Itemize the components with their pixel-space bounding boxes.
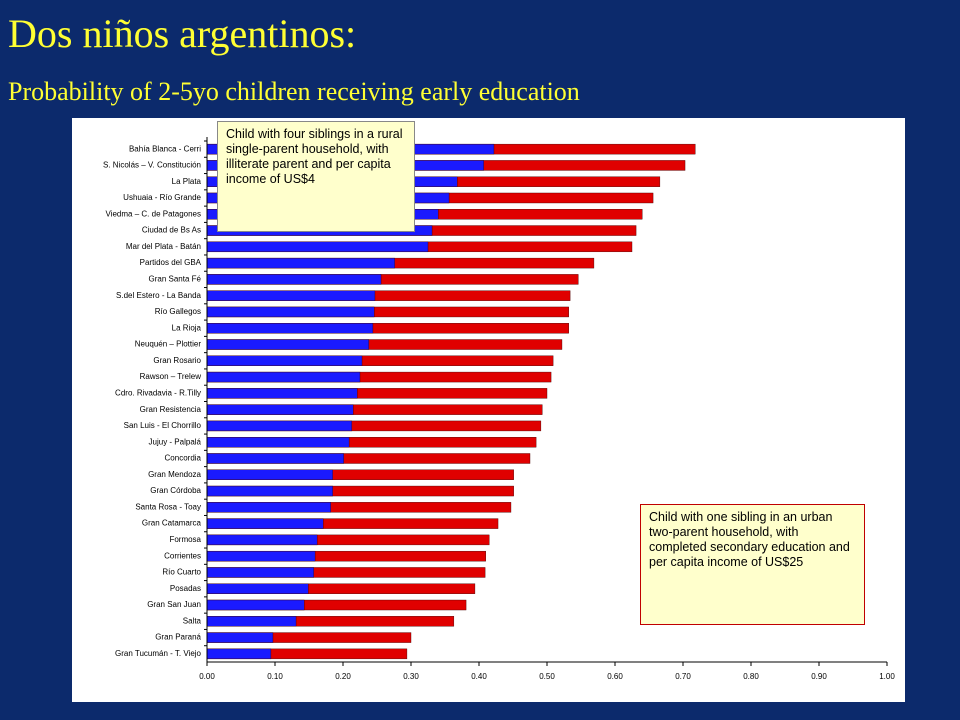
y-tick-label: Rawson – Trelew bbox=[140, 372, 202, 381]
y-tick-label: Corrientes bbox=[164, 551, 201, 560]
y-tick-label: Río Cuarto bbox=[162, 568, 201, 577]
y-tick-label: Bahía Blanca - Cerri bbox=[129, 144, 201, 153]
y-tick-label: Partidos del GBA bbox=[140, 258, 202, 267]
y-tick-label: Gran Paraná bbox=[155, 633, 201, 642]
bar bbox=[206, 241, 429, 253]
y-tick-label: Concordia bbox=[165, 454, 202, 463]
y-tick-label: Ciudad de Bs As bbox=[142, 226, 201, 235]
y-tick-label: La Rioja bbox=[172, 323, 202, 332]
bar bbox=[206, 599, 305, 611]
y-tick-label: Salta bbox=[183, 616, 202, 625]
bar bbox=[206, 274, 382, 285]
bar bbox=[206, 583, 309, 594]
y-tick-label: S.del Estero - La Banda bbox=[116, 291, 201, 300]
y-tick-label: Posadas bbox=[170, 584, 201, 593]
bar bbox=[206, 257, 395, 269]
x-tick-label: 0.80 bbox=[743, 672, 759, 681]
bar bbox=[206, 453, 344, 464]
x-tick-label: 0.60 bbox=[607, 672, 623, 681]
bar bbox=[206, 371, 361, 383]
bar bbox=[206, 388, 358, 399]
y-tick-label: Gran San Juan bbox=[147, 600, 201, 609]
y-tick-label: Gran Rosario bbox=[153, 356, 201, 365]
bar bbox=[206, 567, 314, 578]
x-tick-label: 0.40 bbox=[471, 672, 487, 681]
y-tick-label: Cdro. Rivadavia - R.Tilly bbox=[115, 388, 201, 397]
bar bbox=[206, 550, 316, 562]
y-tick-label: Formosa bbox=[169, 535, 201, 544]
bar bbox=[206, 404, 354, 415]
y-tick-label: Santa Rosa - Toay bbox=[135, 502, 201, 511]
y-tick-label: Gran Tucumán - T. Viejo bbox=[115, 649, 202, 658]
y-tick-label: Gran Resistencia bbox=[140, 405, 202, 414]
chart-subtitle: Probability of 2-5yo children receiving … bbox=[8, 77, 580, 106]
x-tick-label: 0.20 bbox=[335, 672, 351, 681]
x-tick-label: 0.00 bbox=[199, 672, 215, 681]
x-tick-label: 0.70 bbox=[675, 672, 691, 681]
y-tick-label: Gran Santa Fé bbox=[149, 275, 202, 284]
bar bbox=[206, 290, 376, 301]
bar bbox=[206, 306, 375, 318]
y-tick-label: Ushuaia - Río Grande bbox=[123, 193, 201, 202]
y-tick-label: Mar del Plata - Batán bbox=[126, 242, 201, 251]
x-tick-label: 0.30 bbox=[403, 672, 419, 681]
bar bbox=[206, 355, 363, 366]
bar bbox=[206, 648, 272, 660]
y-tick-label: San Luis - El Chorrillo bbox=[124, 421, 202, 430]
chart-title: Dos niños argentinos: bbox=[8, 11, 356, 56]
y-tick-label: Gran Mendoza bbox=[148, 470, 201, 479]
bar bbox=[206, 437, 350, 448]
bar bbox=[206, 339, 370, 350]
x-tick-label: 0.90 bbox=[811, 672, 827, 681]
bar bbox=[206, 323, 374, 334]
y-tick-label: Neuquén – Plottier bbox=[135, 340, 202, 349]
y-tick-label: S. Nicolás – V. Constitución bbox=[103, 161, 201, 170]
bar bbox=[206, 616, 297, 627]
annotation: Child with one sibling in an urban two-p… bbox=[640, 504, 865, 625]
y-tick-label: Jujuy - Palpalá bbox=[149, 437, 202, 446]
bar bbox=[206, 632, 274, 643]
y-tick-label: Gran Córdoba bbox=[150, 486, 201, 495]
bar bbox=[206, 534, 318, 546]
bar bbox=[206, 469, 334, 480]
bar bbox=[206, 485, 334, 497]
x-tick-label: 1.00 bbox=[879, 672, 895, 681]
bar bbox=[206, 518, 324, 529]
x-tick-label: 0.10 bbox=[267, 672, 283, 681]
annotation: Child with four siblings in a rural sing… bbox=[217, 121, 415, 232]
bar bbox=[206, 420, 353, 432]
y-tick-label: Río Gallegos bbox=[155, 307, 201, 316]
y-tick-label: Viedma – C. de Patagones bbox=[106, 209, 201, 218]
x-tick-label: 0.50 bbox=[539, 672, 555, 681]
y-tick-label: La Plata bbox=[172, 177, 202, 186]
bar bbox=[206, 502, 331, 513]
y-tick-label: Gran Catamarca bbox=[142, 519, 202, 528]
